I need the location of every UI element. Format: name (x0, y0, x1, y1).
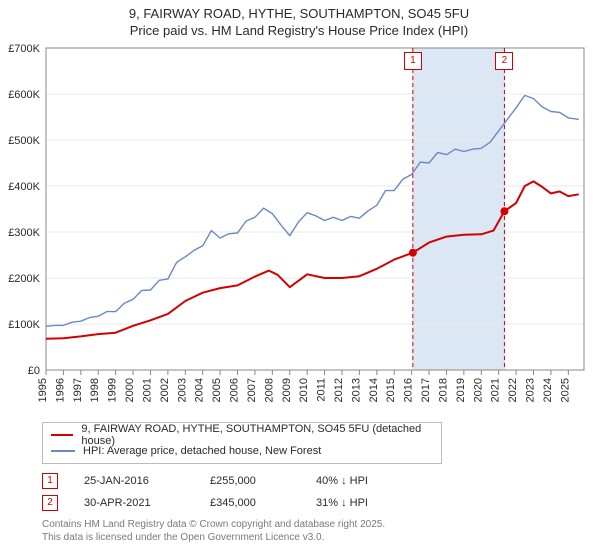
legend-label-price: 9, FAIRWAY ROAD, HYTHE, SOUTHAMPTON, SO4… (81, 423, 433, 447)
legend-label-hpi: HPI: Average price, detached house, New … (83, 445, 321, 457)
legend: 9, FAIRWAY ROAD, HYTHE, SOUTHAMPTON, SO4… (42, 422, 442, 464)
svg-text:£300K: £300K (8, 227, 40, 239)
svg-text:1996: 1996 (54, 378, 66, 402)
footer: Contains HM Land Registry data © Crown c… (42, 518, 592, 544)
svg-text:2015: 2015 (385, 378, 397, 402)
svg-text:1997: 1997 (72, 378, 84, 402)
transaction-marker: 2 (42, 495, 58, 511)
transaction-marker: 1 (42, 473, 58, 489)
svg-text:2011: 2011 (316, 378, 328, 402)
svg-text:2016: 2016 (403, 378, 415, 402)
transaction-row: 1 25-JAN-2016 £255,000 40% ↓ HPI (42, 470, 592, 492)
transaction-row: 2 30-APR-2021 £345,000 31% ↓ HPI (42, 492, 592, 514)
footer-line-2: This data is licensed under the Open Gov… (42, 531, 592, 544)
svg-text:2021: 2021 (490, 378, 502, 402)
transaction-price: £255,000 (210, 475, 290, 487)
transaction-date: 25-JAN-2016 (84, 475, 184, 487)
svg-text:2019: 2019 (455, 378, 467, 402)
plot-marker-1: 1 (404, 52, 422, 70)
legend-swatch-hpi (51, 450, 75, 452)
plot-marker-2: 2 (495, 52, 513, 70)
title-address: 9, FAIRWAY ROAD, HYTHE, SOUTHAMPTON, SO4… (6, 6, 592, 23)
transaction-delta: 40% ↓ HPI (316, 475, 406, 487)
title-subcaption: Price paid vs. HM Land Registry's House … (6, 23, 592, 40)
svg-text:2022: 2022 (507, 378, 519, 402)
svg-text:2003: 2003 (176, 378, 188, 402)
svg-text:1998: 1998 (89, 378, 101, 402)
svg-text:2006: 2006 (229, 378, 241, 402)
transaction-price: £345,000 (210, 497, 290, 509)
svg-text:£700K: £700K (8, 43, 40, 55)
chart-title-block: 9, FAIRWAY ROAD, HYTHE, SOUTHAMPTON, SO4… (6, 6, 592, 40)
legend-row-price: 9, FAIRWAY ROAD, HYTHE, SOUTHAMPTON, SO4… (51, 427, 433, 443)
svg-text:2009: 2009 (281, 378, 293, 402)
svg-text:2024: 2024 (542, 378, 554, 402)
svg-text:£100K: £100K (8, 319, 40, 331)
svg-text:2014: 2014 (368, 378, 380, 402)
svg-text:2002: 2002 (159, 378, 171, 402)
transaction-delta: 31% ↓ HPI (316, 497, 406, 509)
svg-text:2001: 2001 (141, 378, 153, 402)
svg-text:2020: 2020 (472, 378, 484, 402)
svg-text:£0: £0 (28, 365, 40, 377)
svg-text:£500K: £500K (8, 135, 40, 147)
svg-text:2018: 2018 (437, 378, 449, 402)
svg-text:2004: 2004 (194, 378, 206, 402)
svg-text:2008: 2008 (263, 378, 275, 402)
svg-text:£600K: £600K (8, 89, 40, 101)
svg-text:2005: 2005 (211, 378, 223, 402)
chart-svg: £0£100K£200K£300K£400K£500K£600K£700K199… (42, 44, 588, 414)
transaction-table: 1 25-JAN-2016 £255,000 40% ↓ HPI 2 30-APR-202… (42, 470, 592, 514)
svg-text:1999: 1999 (107, 378, 119, 402)
svg-text:2012: 2012 (333, 378, 345, 402)
svg-text:£400K: £400K (8, 181, 40, 193)
legend-swatch-price (51, 434, 73, 436)
transaction-date: 30-APR-2021 (84, 497, 184, 509)
svg-text:2017: 2017 (420, 378, 432, 402)
svg-text:2000: 2000 (124, 378, 136, 402)
svg-text:2010: 2010 (298, 378, 310, 402)
svg-text:2025: 2025 (559, 378, 571, 402)
svg-text:2023: 2023 (525, 378, 537, 402)
svg-text:2007: 2007 (246, 378, 258, 402)
footer-line-1: Contains HM Land Registry data © Crown c… (42, 518, 592, 531)
chart-plot-area: £0£100K£200K£300K£400K£500K£600K£700K199… (42, 44, 588, 414)
svg-text:1995: 1995 (37, 378, 49, 402)
svg-text:2013: 2013 (350, 378, 362, 402)
svg-text:£200K: £200K (8, 273, 40, 285)
